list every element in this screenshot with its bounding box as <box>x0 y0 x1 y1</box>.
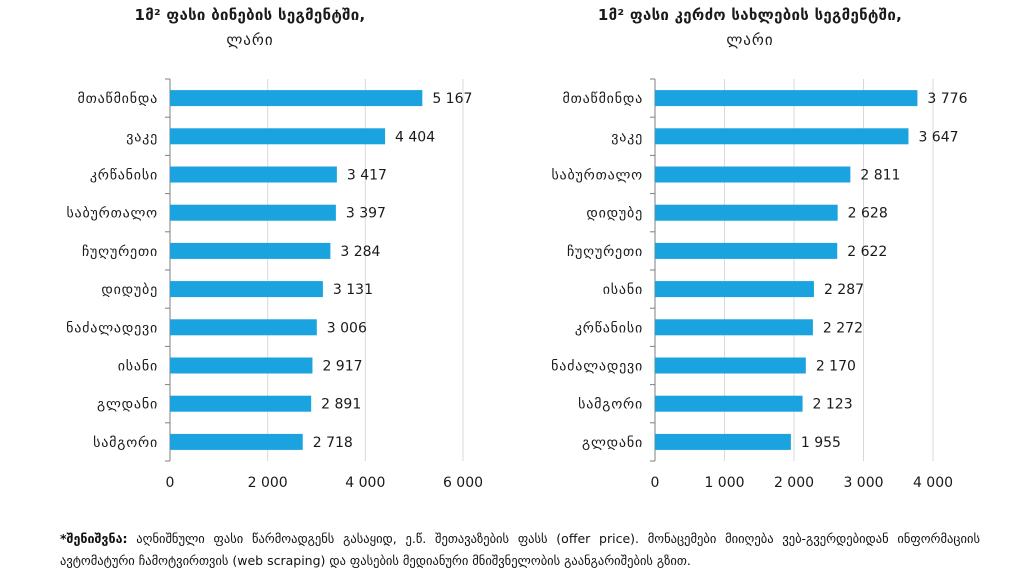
chart-title-text: 1მ² ფასი ბინების სეგმენტში, <box>134 6 366 24</box>
bar <box>170 357 313 374</box>
data-label: 2 287 <box>824 282 864 298</box>
category-label: დიდუბე <box>586 206 643 222</box>
bar <box>170 395 312 412</box>
x-tick-label: 0 <box>166 475 175 491</box>
data-label: 3 284 <box>340 244 380 260</box>
category-label: გლდანი <box>97 397 158 413</box>
bar <box>655 242 838 259</box>
x-tick-label: 6 000 <box>443 475 483 491</box>
data-label: 2 123 <box>813 397 853 413</box>
chart-title-text: 1მ² ფასი კერძო სახლების სეგმენტში, <box>597 6 903 24</box>
category-label: ისანი <box>603 282 643 298</box>
category-label: ჩუღურეთი <box>82 243 158 260</box>
category-label: გლდანი <box>582 435 643 451</box>
category-label: კრწანისი <box>90 167 158 184</box>
bar <box>170 166 337 183</box>
category-label: ჩუღურეთი <box>567 243 643 260</box>
data-label: 2 917 <box>322 359 362 375</box>
data-label: 3 647 <box>918 129 958 145</box>
category-label: მთაწმინდა <box>562 91 643 107</box>
x-tick-label: 2 000 <box>774 475 814 491</box>
bar <box>655 395 803 412</box>
category-label: კრწანისი <box>575 319 643 336</box>
category-label: დიდუბე <box>101 282 158 298</box>
data-label: 3 006 <box>327 320 367 336</box>
x-tick-label: 4 000 <box>345 475 385 491</box>
data-label: 1 955 <box>801 435 841 451</box>
data-label: 3 776 <box>927 91 967 107</box>
chart-subtitle: ლარი <box>226 31 274 49</box>
data-label: 2 170 <box>816 359 856 375</box>
bar <box>170 90 423 107</box>
x-tick-label: 2 000 <box>248 475 288 491</box>
bar <box>170 204 336 221</box>
bar <box>170 128 386 145</box>
category-label: სამგორი <box>578 396 643 413</box>
bar <box>655 166 851 183</box>
data-label: 3 131 <box>333 282 373 298</box>
category-label: სამგორი <box>93 434 158 451</box>
footnote: *შენიშვნა: აღნიშნული ფასი წარმოადგენს გა… <box>60 528 980 572</box>
category-label: ნაძალადევი <box>551 359 643 375</box>
bar <box>655 281 814 298</box>
bar <box>655 128 909 145</box>
x-tick-label: 3 000 <box>843 475 883 491</box>
chart-subtitle: ლარი <box>726 31 774 49</box>
x-tick-label: 0 <box>651 475 660 491</box>
x-tick-label: 4 000 <box>913 475 953 491</box>
data-label: 2 811 <box>860 168 900 184</box>
data-label: 2 718 <box>313 435 353 451</box>
data-label: 2 622 <box>847 244 887 260</box>
category-label: საბურთალო <box>66 205 158 222</box>
bar <box>655 319 813 336</box>
footnote-label: *შენიშვნა: <box>60 531 128 546</box>
footnote-text: აღნიშნული ფასი წარმოადგენს გასაყიდ, ე.წ.… <box>60 531 980 568</box>
category-label: საბურთალო <box>551 167 643 184</box>
bar <box>655 204 838 221</box>
category-label: ვაკე <box>126 129 158 145</box>
chart-title-houses: 1მ² ფასი კერძო სახლების სეგმენტში, ლარი <box>560 6 940 49</box>
bar <box>170 319 317 336</box>
category-label: ისანი <box>118 359 158 375</box>
data-label: 4 404 <box>395 129 435 145</box>
data-label: 3 397 <box>346 206 386 222</box>
bar <box>170 242 331 259</box>
data-label: 2 891 <box>321 397 361 413</box>
x-tick-label: 1 000 <box>704 475 744 491</box>
data-label: 2 628 <box>848 206 888 222</box>
category-label: მთაწმინდა <box>77 91 158 107</box>
category-label: ვაკე <box>611 129 643 145</box>
bar <box>655 433 791 450</box>
chart-title-apartments: 1მ² ფასი ბინების სეგმენტში, ლარი <box>100 6 400 49</box>
data-label: 5 167 <box>432 91 472 107</box>
data-label: 2 272 <box>823 320 863 336</box>
data-label: 3 417 <box>347 168 387 184</box>
bar <box>170 433 303 450</box>
bar <box>170 281 323 298</box>
bar <box>655 357 806 374</box>
category-label: ნაძალადევი <box>66 320 158 336</box>
bar <box>655 90 918 107</box>
